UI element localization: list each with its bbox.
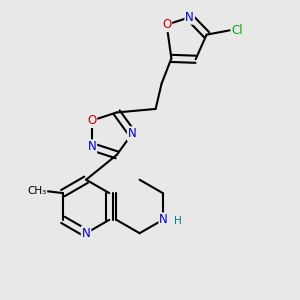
Text: Cl: Cl [231, 24, 243, 37]
Text: O: O [87, 114, 97, 127]
Text: N: N [82, 227, 91, 240]
Text: H: H [174, 216, 182, 226]
Text: CH₃: CH₃ [27, 186, 46, 196]
Text: N: N [185, 11, 194, 24]
Text: N: N [159, 213, 168, 226]
Text: O: O [162, 18, 171, 31]
Text: N: N [128, 127, 136, 140]
Text: N: N [88, 140, 96, 153]
